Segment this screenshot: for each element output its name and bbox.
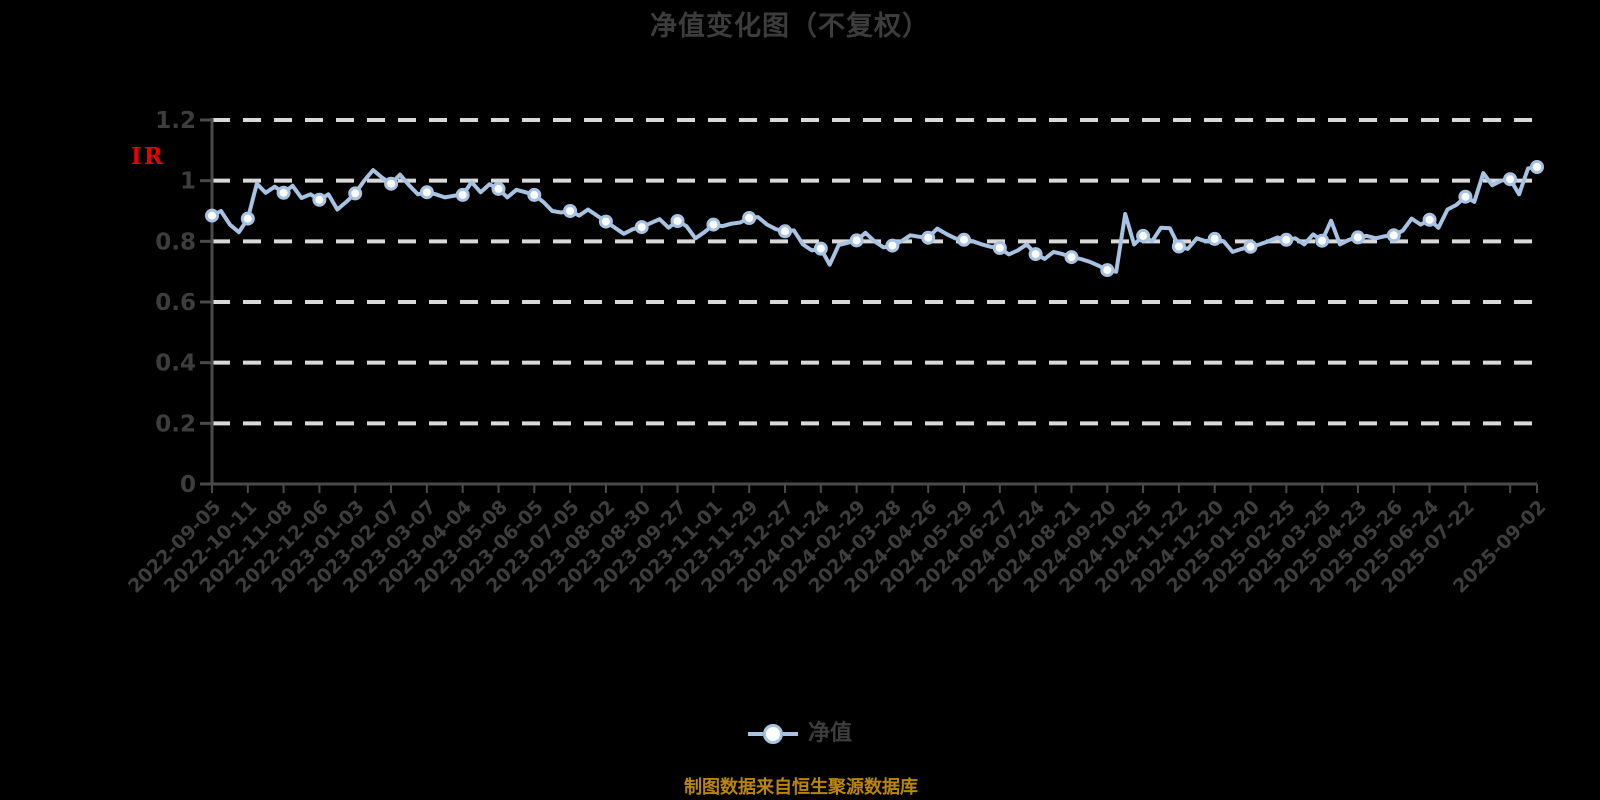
- y-axis-labels: 0 0.2 0.4 0.6 0.8 1 1.2: [155, 108, 212, 498]
- data-source-note: 制图数据来自恒生聚源数据库: [684, 777, 918, 798]
- netvalue-line[interactable]: [210, 165, 1539, 274]
- legend-item-netvalue[interactable]: 净值: [747, 721, 853, 746]
- broken-glyph-icon: IR: [131, 143, 165, 170]
- netvalue-markers[interactable]: [205, 160, 1544, 278]
- legend-line-icon: [782, 732, 798, 736]
- svg-text:0.4: 0.4: [155, 351, 196, 377]
- legend-label: 净值: [807, 721, 853, 746]
- x-axis-labels: 2022-09-052022-10-112022-11-082022-12-06…: [124, 496, 1551, 598]
- x-axis-ticks: [211, 484, 1538, 493]
- legend-line-icon: [747, 732, 763, 736]
- chart-title: 净值变化图（不复权）: [650, 11, 930, 42]
- svg-text:1.2: 1.2: [155, 108, 196, 134]
- svg-text:0: 0: [180, 472, 196, 498]
- svg-text:0.2: 0.2: [155, 411, 196, 437]
- svg-text:1: 1: [180, 169, 196, 195]
- svg-text:0.6: 0.6: [155, 290, 196, 316]
- legend-marker-icon: [762, 724, 783, 744]
- gridlines: [212, 118, 1537, 426]
- svg-text:0.8: 0.8: [155, 229, 196, 255]
